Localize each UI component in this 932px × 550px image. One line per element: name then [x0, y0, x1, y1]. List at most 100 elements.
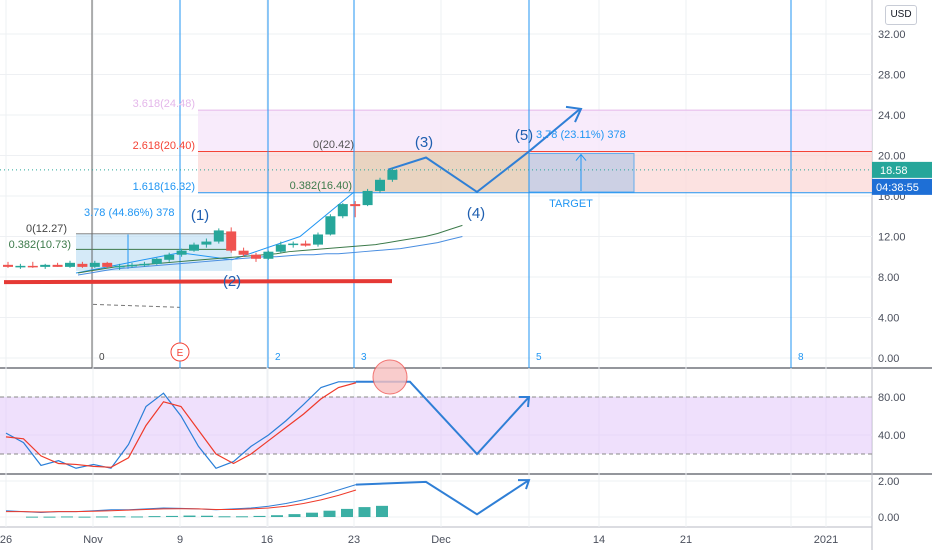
candle-body	[127, 264, 137, 267]
macd-histogram-bar	[148, 516, 161, 518]
macd-line	[6, 489, 357, 513]
macd-histogram-bar	[201, 515, 213, 517]
count-label: 8	[798, 352, 804, 363]
price-tick-label: 32.00	[878, 29, 906, 41]
wave-projection	[387, 108, 581, 194]
macd-projection	[355, 479, 530, 516]
count-label: 3	[361, 352, 367, 363]
candle-body	[375, 179, 385, 191]
time-tick-label: 26	[0, 534, 12, 546]
macd-histogram-bar	[271, 515, 283, 517]
fib-level-label: 0.382(10.73)	[9, 239, 71, 251]
count-label: 2	[275, 352, 281, 363]
candle-body	[238, 250, 249, 255]
candle-body	[52, 264, 63, 267]
candle-body	[139, 263, 150, 266]
candle-body	[189, 244, 199, 251]
macd-histogram-bar	[358, 507, 371, 517]
time-tick-label: 14	[593, 534, 605, 546]
earnings-marker-label: E	[177, 348, 184, 359]
time-tick-label: 23	[348, 534, 360, 546]
candle-body	[226, 231, 237, 251]
target-arrow-head	[575, 153, 587, 161]
time-tick-label: 2021	[814, 534, 838, 546]
candle-body	[176, 250, 187, 255]
last-price-text: 18.58	[880, 165, 908, 177]
fib-level-label: 0.382(16.40)	[290, 180, 352, 192]
stoch-band	[0, 397, 872, 454]
macd-histogram-bar	[131, 516, 143, 518]
earnings-marker	[170, 342, 190, 362]
wave-label: (3)	[415, 134, 433, 151]
macd-histogram-bar	[61, 516, 73, 518]
macd-histogram-bar	[43, 516, 56, 518]
countdown-tag	[872, 178, 932, 195]
candle-body	[350, 204, 361, 207]
time-tick-label: 16	[261, 534, 273, 546]
candle-body	[40, 264, 51, 267]
candle-body	[15, 265, 26, 268]
candle-body	[362, 190, 373, 206]
price-tick-label: 24.00	[878, 110, 906, 122]
macd-histogram-bar	[78, 516, 91, 518]
macd-histogram-bar	[236, 516, 248, 518]
price-tick-label: 28.00	[878, 70, 906, 82]
candle-body	[325, 216, 336, 235]
candle-body	[201, 241, 212, 245]
time-tick-label: Dec	[431, 534, 451, 546]
candles[interactable]	[3, 167, 463, 276]
candle-body	[3, 264, 13, 267]
macd-histogram-bar	[288, 514, 301, 517]
macd-histogram-bar	[96, 516, 108, 518]
macd-histogram-bar	[306, 512, 318, 517]
count-label: 0	[99, 352, 105, 363]
fib-level-label: 3.618(24.48)	[133, 98, 195, 110]
wave-arrow-head	[565, 105, 583, 123]
candle-body	[213, 230, 224, 242]
candle-body	[27, 265, 38, 268]
macd-tick-label: 2.00	[878, 476, 899, 488]
support-line	[3, 279, 393, 285]
macd-histogram-bar	[253, 515, 266, 517]
macd-histogram-bar	[341, 508, 353, 517]
macd-histogram-bar	[166, 515, 178, 517]
countdown-text: 04:38:55	[876, 182, 919, 194]
count-label: 5	[536, 352, 542, 363]
macd-arrow-head	[518, 479, 531, 490]
candle-body	[313, 234, 323, 245]
last-price-tag	[872, 161, 932, 178]
candle-body	[89, 262, 100, 267]
wave-label: (2)	[223, 273, 241, 290]
macd-histogram-bar	[323, 510, 336, 517]
candle-body	[251, 254, 261, 259]
oscillators	[0, 359, 872, 518]
drawings[interactable]: 0 E 2 3 5 8 (1) (2) (3) (4) (5) 0(12.27) 0.382(10.73…	[0, 0, 872, 368]
macd-histogram-bar	[26, 516, 38, 518]
target-label: TARGET	[549, 198, 593, 210]
fib-level-label: 0(20.42)	[313, 139, 354, 151]
measure-label: 3.78 (44.86%) 378	[84, 207, 175, 219]
fib-zone-upper	[198, 110, 872, 152]
macd-tick-label: 0.00	[878, 512, 899, 524]
price-tick-label: 8.00	[878, 272, 899, 284]
candle-body	[300, 243, 311, 246]
macd-histogram-bar	[113, 516, 126, 518]
candle-body	[151, 258, 162, 264]
candle-body	[164, 254, 175, 260]
macd-histogram-bar	[218, 516, 231, 518]
stoch-arrow-head	[519, 396, 531, 408]
price-tick-label: 20.00	[878, 151, 906, 163]
macd-histogram-bar	[183, 515, 196, 517]
candle-body	[288, 243, 299, 246]
currency-button[interactable]: USD	[885, 5, 917, 25]
overbought-marker	[372, 359, 408, 395]
stoch-tick-label: 40.00	[878, 430, 906, 442]
candle-body	[77, 263, 88, 267]
wave-label: (1)	[191, 207, 209, 224]
fib-level-label: 0(12.27)	[26, 223, 67, 235]
time-tick-label: Nov	[83, 534, 103, 546]
wave-label: (5)	[515, 127, 533, 144]
candle-body	[275, 244, 286, 252]
macd-histogram-bar	[376, 505, 388, 517]
